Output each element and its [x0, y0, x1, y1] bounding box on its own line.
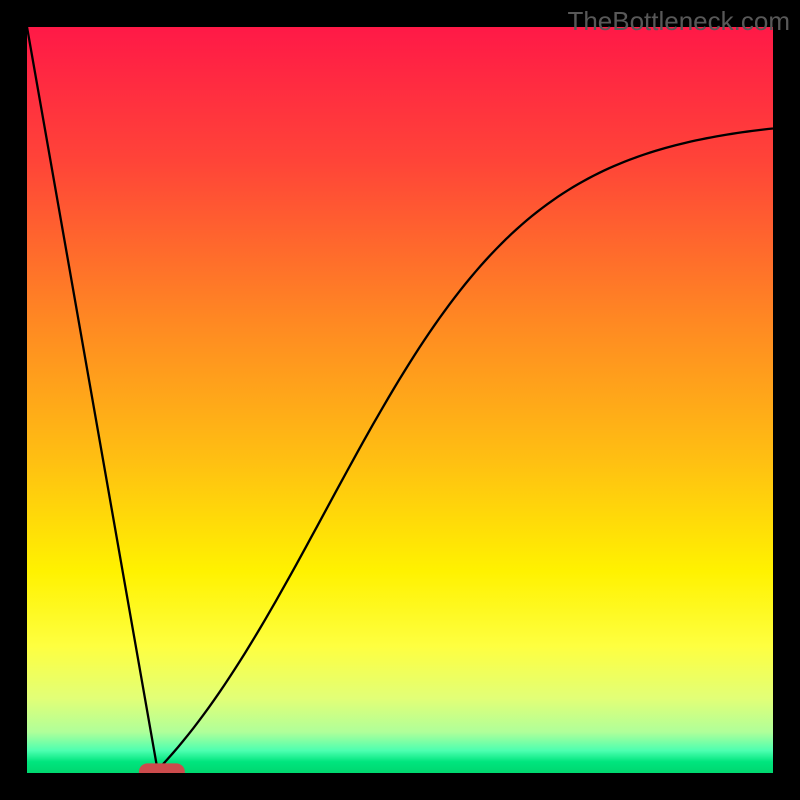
watermark-text: TheBottleneck.com — [567, 6, 790, 37]
chart-frame — [0, 0, 800, 800]
watermark-label: TheBottleneck.com — [567, 6, 790, 36]
chart-container: TheBottleneck.com — [0, 0, 800, 800]
